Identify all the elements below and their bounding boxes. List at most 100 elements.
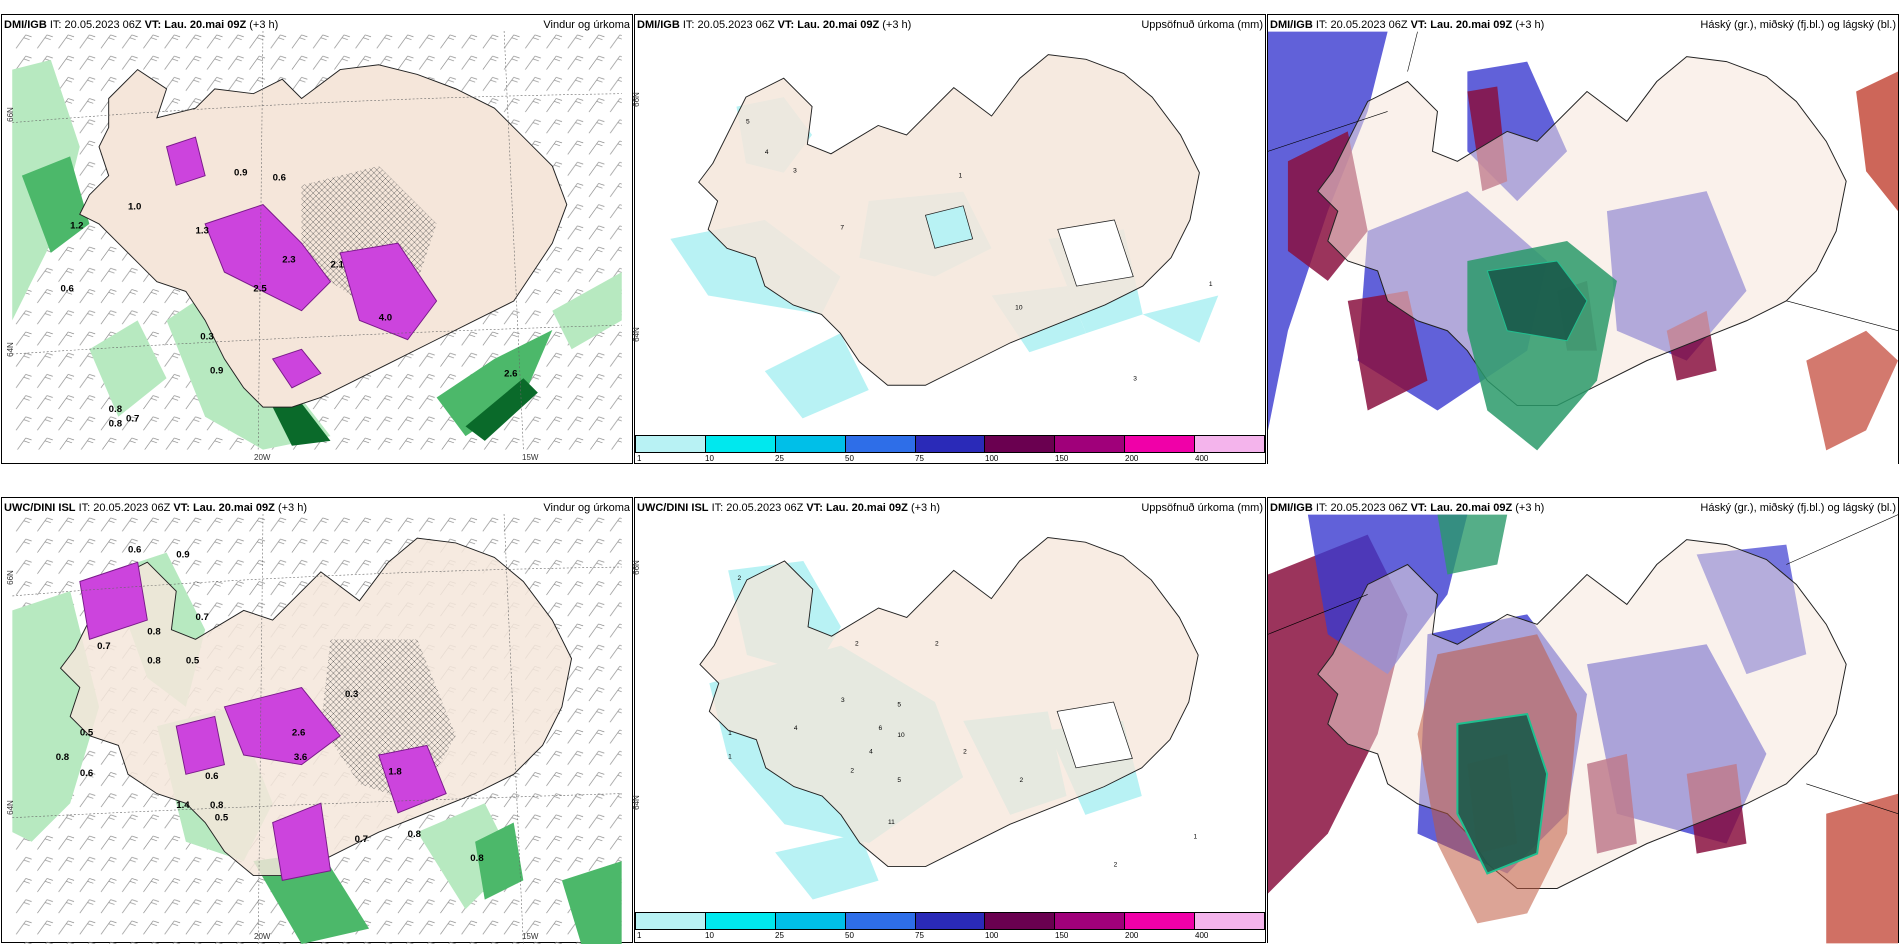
precip-label: 0.8 xyxy=(147,655,161,666)
lon-label-20: 20W xyxy=(254,453,271,462)
precip-label: 0.9 xyxy=(176,549,189,560)
precip-label: 0.8 xyxy=(408,829,422,840)
panel-accum-precip-uwc: UWC/DINI ISL IT: 20.05.2023 06Z VT: Lau.… xyxy=(631,497,1266,943)
precip-label: 1.0 xyxy=(128,201,141,212)
precip-label: 0.8 xyxy=(109,418,123,429)
colorbar-tick: 150 xyxy=(1055,931,1069,940)
precip-label: 0.6 xyxy=(128,545,141,556)
colorbar-tick: 25 xyxy=(775,931,784,940)
accum-label: 3 xyxy=(1133,376,1137,383)
map-accum-precip: 2 1 2 2 4 3 5 6 10 4 2 2 5 11 2 1 1 2 xyxy=(699,537,1199,900)
precip-label: 0.8 xyxy=(109,404,123,415)
map-clouds xyxy=(1268,31,1898,465)
precip-label: 2.3 xyxy=(282,254,295,265)
colorbar-tick: 10 xyxy=(705,931,714,940)
precip-label: 4.0 xyxy=(379,312,392,323)
lat-label-64: 64N xyxy=(631,327,641,342)
colorbar-tick: 200 xyxy=(1125,931,1139,940)
accum-label: 2 xyxy=(1020,777,1024,784)
precip-label: 2.6 xyxy=(504,368,517,379)
accum-label: 5 xyxy=(897,777,901,784)
accum-label: 10 xyxy=(897,732,905,739)
colorbar-tick: 400 xyxy=(1195,931,1209,940)
panel-title: Vindur og úrkoma xyxy=(543,502,630,514)
colorbar-tick: 100 xyxy=(985,931,999,940)
map-wind-precip: 0.6 0.9 0.7 0.8 0.5 0.7 0.8 0.8 0.5 0.6 … xyxy=(12,514,622,944)
colorbar-tick: 25 xyxy=(775,454,784,463)
panel-clouds-uwc: DMI/IGB IT: 20.05.2023 06Z VT: Lau. 20.m… xyxy=(1267,497,1899,944)
accum-label: 2 xyxy=(738,575,742,582)
accum-label: 3 xyxy=(793,168,797,175)
lat-label-66: 66N xyxy=(5,107,15,122)
colorbar-tick: 200 xyxy=(1125,454,1139,463)
precip-label: 1.4 xyxy=(176,800,190,811)
panel-title: Vindur og úrkoma xyxy=(543,19,630,31)
panel-title: Uppsöfnuð úrkoma (mm) xyxy=(1141,502,1263,514)
colorbar-tick: 100 xyxy=(985,454,999,463)
lat-label-66: 66N xyxy=(631,92,641,107)
map-accum-precip: 5 4 3 7 1 1 10 3 xyxy=(670,54,1219,419)
colorbar-tick: 50 xyxy=(845,931,854,940)
panel-header: UWC/DINI ISL IT: 20.05.2023 06Z VT: Lau.… xyxy=(4,502,307,514)
precip-label: 0.6 xyxy=(205,771,218,782)
lat-label-64: 64N xyxy=(5,342,15,357)
panel-header: UWC/DINI ISL IT: 20.05.2023 06Z VT: Lau.… xyxy=(637,502,940,514)
precip-label: 0.7 xyxy=(355,834,368,845)
precip-label: 3.6 xyxy=(294,752,307,763)
precip-label: 0.6 xyxy=(273,172,286,183)
accum-label: 2 xyxy=(850,768,854,775)
colorbar-tick: 1 xyxy=(637,931,642,940)
lat-label-66: 66N xyxy=(631,560,641,575)
precip-label: 2.5 xyxy=(253,283,267,294)
accum-label: 5 xyxy=(746,119,750,126)
precip-label: 0.8 xyxy=(210,800,224,811)
accum-label: 1 xyxy=(1209,281,1213,288)
panel-header: DMI/IGB IT: 20.05.2023 06Z VT: Lau. 20.m… xyxy=(637,19,912,31)
precip-label: 2.1 xyxy=(331,259,345,270)
precip-label: 0.5 xyxy=(80,728,94,739)
panel-title: Uppsöfnuð úrkoma (mm) xyxy=(1141,19,1263,31)
map-clouds xyxy=(1268,514,1898,944)
accum-label: 4 xyxy=(765,149,769,156)
colorbar-tick: 10 xyxy=(705,454,714,463)
panel-wind-precip-uwc: UWC/DINI ISL IT: 20.05.2023 06Z VT: Lau.… xyxy=(1,497,633,944)
accum-label: 10 xyxy=(1015,305,1023,312)
lat-label-64: 64N xyxy=(5,800,15,815)
colorbar-tick: 1 xyxy=(637,454,642,463)
panel-header: DMI/IGB IT: 20.05.2023 06Z VT: Lau. 20.m… xyxy=(4,19,279,31)
precip-label: 0.8 xyxy=(470,853,484,864)
panel-accum-precip-dmi: DMI/IGB IT: 20.05.2023 06Z VT: Lau. 20.m… xyxy=(631,14,1266,464)
precip-label: 0.5 xyxy=(215,813,229,824)
accum-label: 2 xyxy=(963,749,967,756)
accum-label: 3 xyxy=(841,697,845,704)
accum-label: 6 xyxy=(879,725,883,732)
precip-label: 1.3 xyxy=(195,226,208,237)
precip-label: 0.6 xyxy=(60,283,73,294)
precip-label: 0.8 xyxy=(56,752,70,763)
accum-label: 4 xyxy=(869,749,873,756)
lon-label-15: 15W xyxy=(522,932,539,941)
lon-label-20: 20W xyxy=(254,932,271,941)
accum-label: 1 xyxy=(728,730,732,737)
lat-label-66: 66N xyxy=(5,570,15,585)
accum-label: 5 xyxy=(897,702,901,709)
accum-label: 1 xyxy=(959,172,963,179)
accum-label: 2 xyxy=(855,641,859,648)
precip-label: 0.9 xyxy=(210,365,223,376)
precip-label: 0.6 xyxy=(80,768,93,779)
precip-label: 0.7 xyxy=(196,612,209,623)
precip-label: 0.7 xyxy=(97,641,110,652)
accum-label: 1 xyxy=(728,753,732,760)
precip-label: 1.2 xyxy=(70,221,83,232)
precip-label: 0.8 xyxy=(147,627,161,638)
precip-label: 0.9 xyxy=(234,168,247,179)
colorbar xyxy=(635,435,1265,453)
lon-label-15: 15W xyxy=(522,453,539,462)
precip-label: 0.7 xyxy=(126,414,139,425)
accum-label: 7 xyxy=(840,224,844,231)
panel-clouds-dmi: DMI/IGB IT: 20.05.2023 06Z VT: Lau. 20.m… xyxy=(1267,14,1899,465)
accum-label: 11 xyxy=(888,819,895,826)
panel-header: DMI/IGB IT: 20.05.2023 06Z VT: Lau. 20.m… xyxy=(1270,502,1545,514)
panel-wind-precip-dmi: DMI/IGB IT: 20.05.2023 06Z VT: Lau. 20.m… xyxy=(1,14,633,464)
lat-label-64: 64N xyxy=(631,795,641,810)
